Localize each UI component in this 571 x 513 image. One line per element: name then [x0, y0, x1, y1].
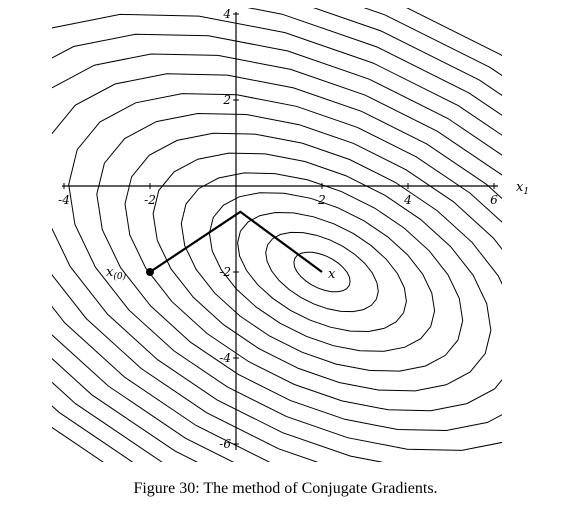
- contour-line: [96, 112, 502, 432]
- contour-line: [52, 8, 502, 462]
- x-tick-label: -2: [144, 193, 156, 207]
- contour-line: [124, 132, 502, 412]
- y-tick-label: -4: [219, 351, 231, 365]
- contour-line: [52, 33, 502, 462]
- contour-line: [152, 152, 492, 392]
- contour-line: [208, 192, 436, 352]
- figure-caption: Figure 30: The method of Conjugate Gradi…: [133, 480, 438, 497]
- contour-line: [265, 231, 379, 313]
- start-point: [146, 268, 154, 276]
- contour-line: [293, 251, 351, 293]
- x-tick-label: 4: [403, 193, 412, 207]
- axes: -4 -2 2 4 6 4 2 -2 -4 -6 x1: [58, 7, 529, 451]
- contour-line: [52, 8, 502, 462]
- contour-line: [52, 8, 502, 462]
- x-tick-label: 6: [490, 193, 498, 207]
- contour-lines: [52, 8, 502, 462]
- contour-line: [52, 53, 502, 462]
- contour-line: [237, 211, 407, 333]
- contour-line: [180, 172, 464, 372]
- y-tick-label: -2: [219, 265, 231, 279]
- start-point-label: x(0): [106, 265, 127, 282]
- y-tick-label: 4: [222, 7, 231, 21]
- contour-line: [52, 8, 502, 462]
- y-tick-label: -6: [219, 437, 231, 451]
- y-tick-label: 2: [222, 93, 231, 107]
- contour-line: [68, 93, 502, 451]
- x-tick-label: 2: [317, 193, 326, 207]
- x-tick-label: -4: [58, 193, 70, 207]
- end-point-label: x: [328, 267, 336, 282]
- x-axis-label: x1: [516, 180, 529, 197]
- contour-plot: -4 -2 2 4 6 4 2 -2 -4 -6 x1 x(0) x: [52, 7, 529, 462]
- cg-path: x(0) x: [106, 210, 336, 282]
- cg-path-line: [149, 210, 323, 273]
